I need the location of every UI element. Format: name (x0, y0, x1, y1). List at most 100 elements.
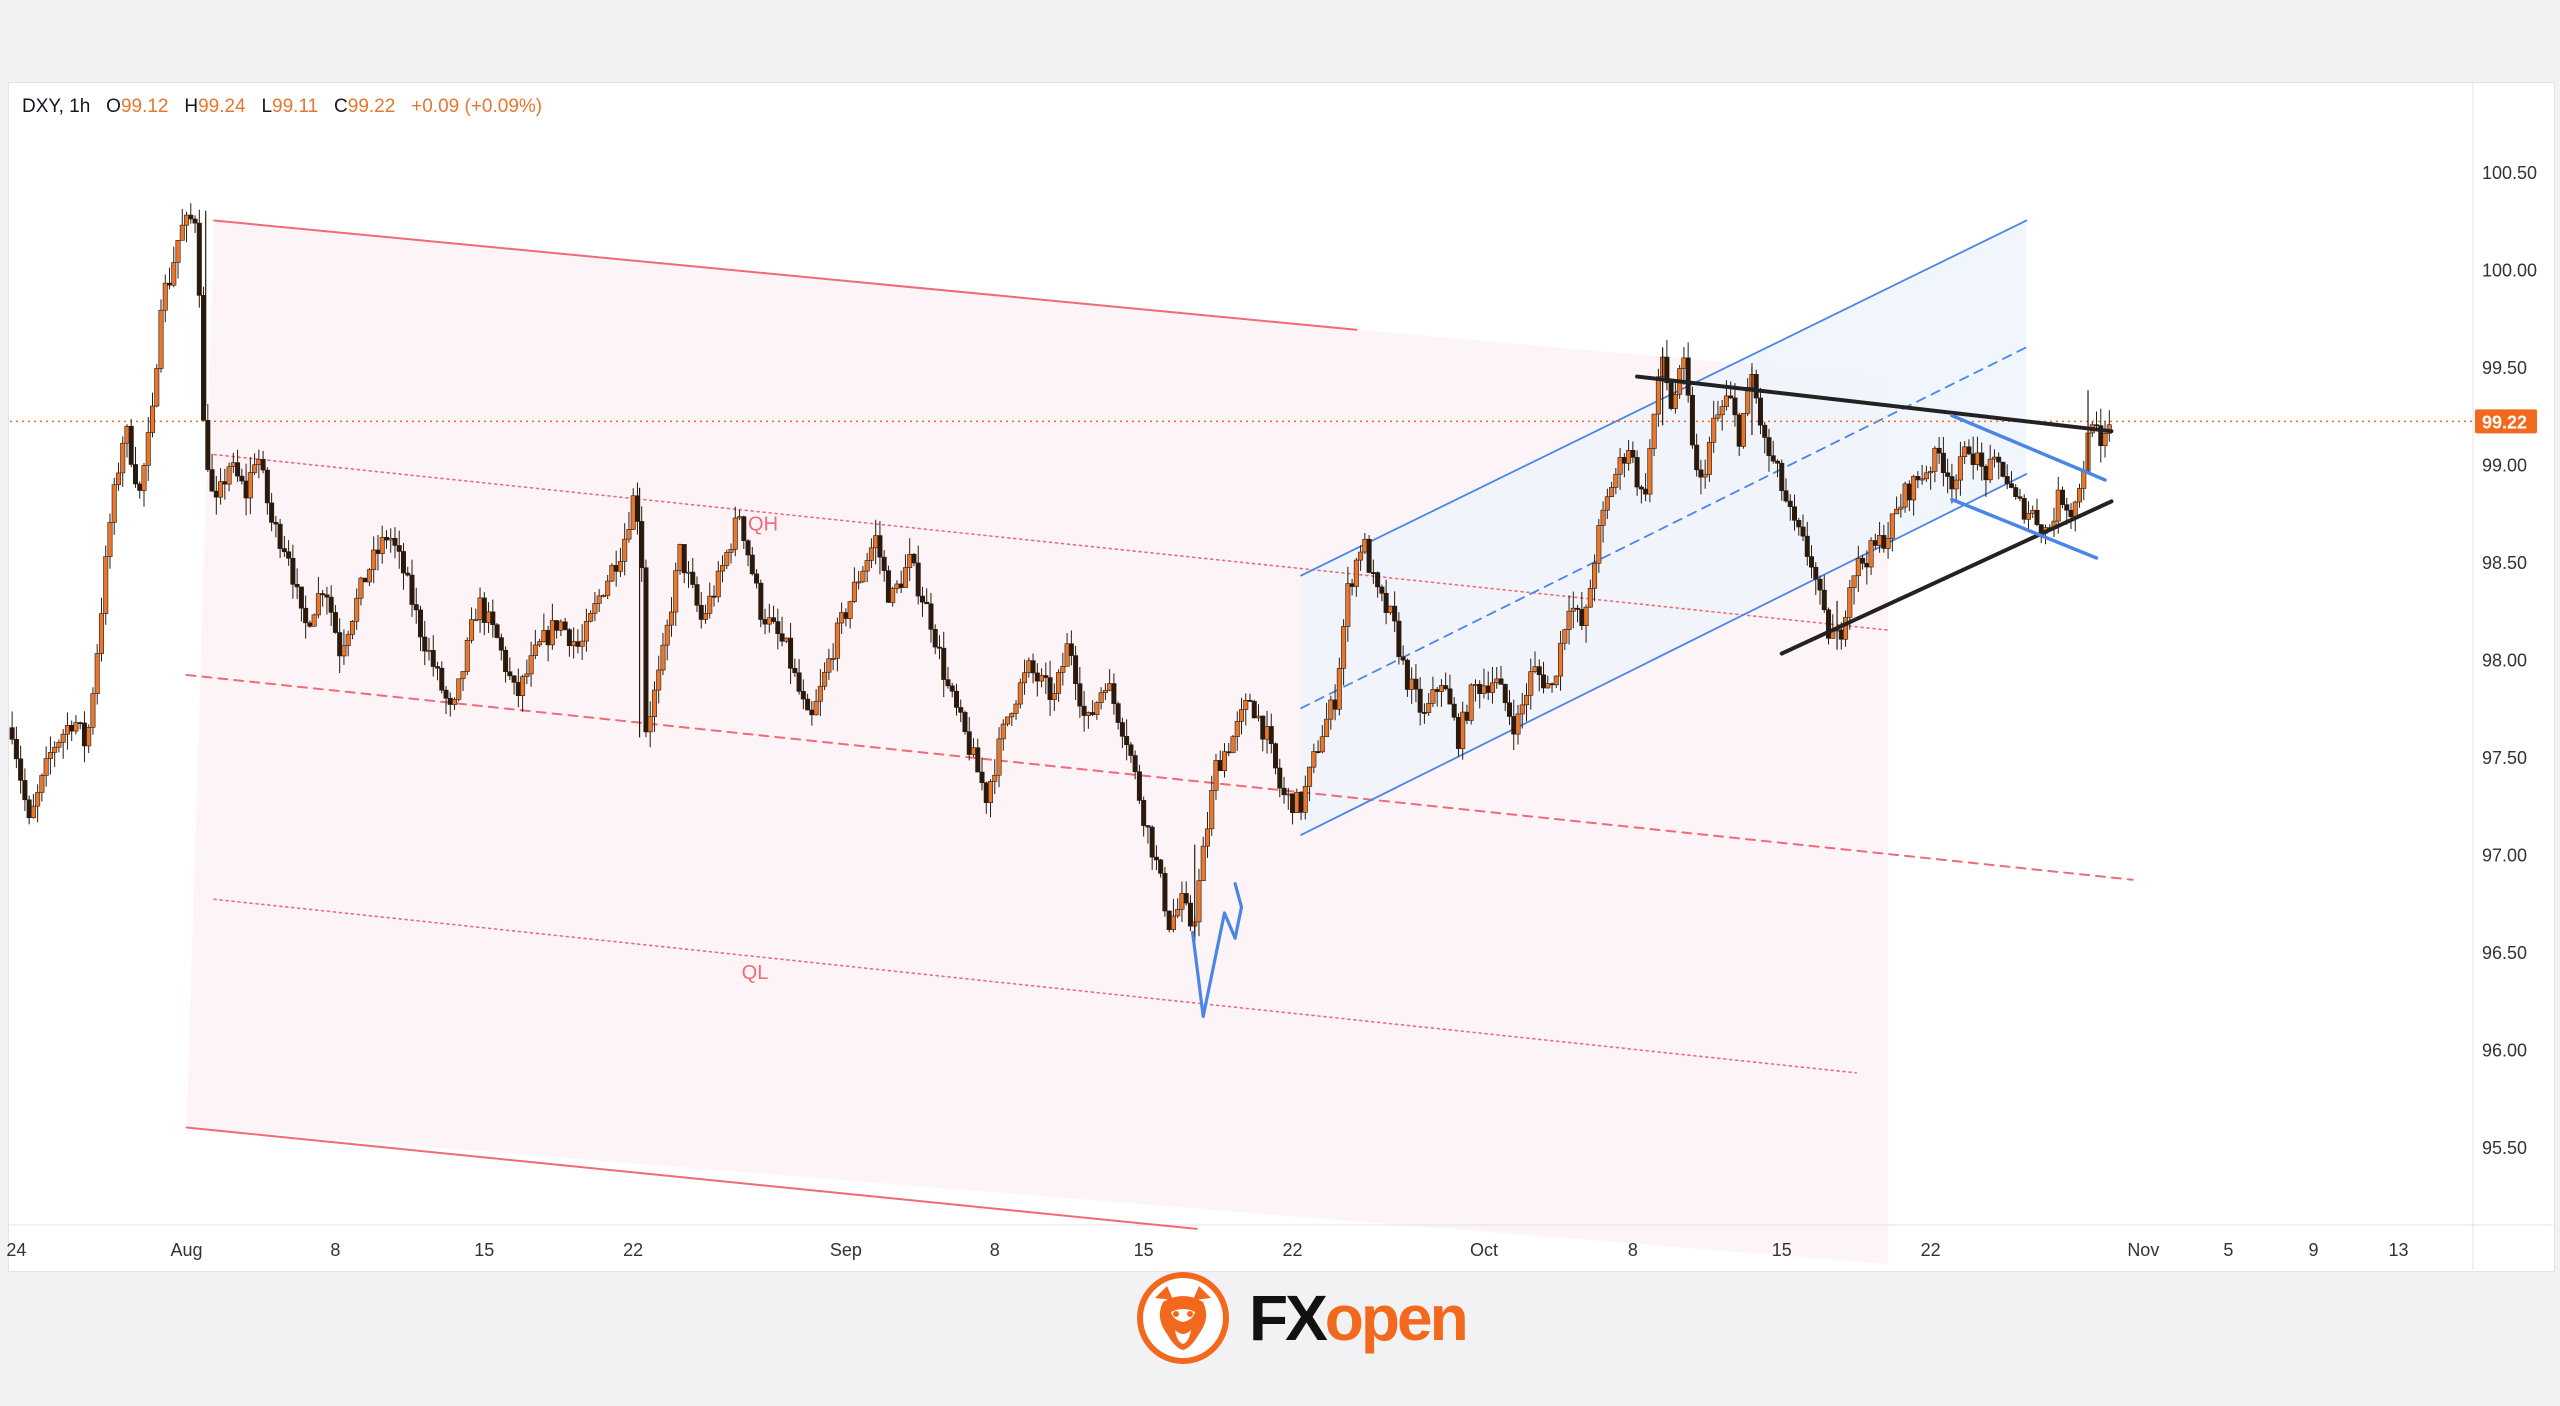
bounce-arrow (1201, 882, 1244, 1018)
candle-body (902, 567, 908, 588)
candle-body (1124, 736, 1130, 746)
brand[interactable]: FXopen (1133, 1268, 1469, 1368)
candle-body (1668, 382, 1674, 409)
candle-body (1204, 828, 1210, 847)
candle-body (1898, 506, 1904, 510)
candle-body (1996, 456, 2002, 463)
candle-body (1800, 526, 1806, 537)
candle-body (1256, 715, 1262, 719)
candle-body (1438, 685, 1444, 692)
candle-body (362, 577, 368, 583)
legend-open-value: 99.12 (120, 96, 169, 117)
candle-body (1634, 457, 1640, 488)
candle-body (1877, 535, 1883, 546)
black-support-line (1779, 499, 2114, 656)
candle-body (1711, 417, 1717, 443)
flag-top-line (1950, 413, 2107, 482)
candle-body (1239, 709, 1245, 722)
candle-body (834, 622, 840, 659)
candle-body (1302, 786, 1308, 813)
candle-body (775, 621, 781, 635)
candle-body (873, 535, 879, 549)
candle-body (413, 604, 419, 611)
footer (0, 1272, 2560, 1406)
candle-body (1396, 620, 1402, 658)
candle-body (1128, 744, 1134, 756)
candle-body (218, 481, 224, 498)
candle-body (2017, 496, 2023, 499)
candle-body (724, 552, 730, 566)
candle-body (1213, 760, 1219, 791)
brand-name: FXopen (1249, 1286, 1469, 1350)
candle-body (1732, 397, 1738, 416)
candle-body (651, 689, 657, 717)
candle-body (1553, 675, 1559, 686)
candle-body (1809, 556, 1815, 568)
candle-body (783, 637, 789, 642)
candle-body (447, 697, 453, 705)
candle-body (281, 548, 287, 553)
candle-body (1855, 557, 1861, 577)
candle-body (392, 537, 398, 546)
candle-body (13, 739, 19, 760)
candle-body (1013, 703, 1019, 714)
candle-body (1468, 684, 1474, 721)
x-tick-label: Sep (830, 1240, 862, 1260)
candle-body (520, 676, 526, 696)
candle-body (1536, 666, 1542, 676)
candle-body (737, 516, 743, 519)
candle-body (992, 774, 998, 782)
candle-body (1404, 659, 1410, 690)
y-tick-label: 99.00 (2482, 455, 2527, 475)
candle-body (1273, 743, 1279, 769)
candle-body (1549, 683, 1555, 686)
candle-body (426, 650, 432, 652)
candle-body (128, 425, 134, 465)
candle-body (915, 562, 921, 597)
candle-body (1945, 472, 1951, 477)
candle-body (1787, 500, 1793, 508)
candle-body (64, 725, 70, 735)
candle-body (1583, 606, 1589, 626)
candle-body (417, 609, 423, 638)
annotation-ql: QL (742, 962, 769, 984)
candle-body (566, 629, 572, 646)
x-tick-label: 22 (623, 1240, 643, 1260)
candle-body (1094, 702, 1100, 715)
x-tick-label: Oct (1470, 1240, 1498, 1260)
candle-body (1175, 909, 1181, 917)
candle-body (1400, 656, 1406, 661)
candle-body (728, 549, 734, 553)
candle-body (532, 644, 538, 656)
candle-body (1770, 455, 1776, 462)
legend-low-value: 99.11 (272, 96, 319, 117)
candle-body (1064, 643, 1070, 667)
x-tick-label: 8 (990, 1240, 1000, 1260)
candle-body (860, 570, 866, 583)
candle-body (958, 707, 964, 713)
candle-body (490, 611, 496, 626)
candle-body (1894, 508, 1900, 515)
candle-body (983, 782, 989, 803)
ql-line (213, 898, 1857, 1074)
candle-body (1328, 699, 1334, 720)
y-tick-label: 98.50 (2482, 553, 2527, 573)
candle-body (1740, 413, 1746, 447)
candle-body (1366, 538, 1372, 573)
candle-body (1043, 675, 1049, 678)
candle-body (1762, 424, 1768, 438)
candle-body (1221, 751, 1227, 771)
candle-body (1451, 703, 1457, 718)
candle-body (1630, 450, 1636, 458)
candle-body (1294, 791, 1300, 813)
candle-body (1919, 478, 1925, 481)
candle-body (856, 581, 862, 584)
x-tick-label: 22 (1921, 1240, 1941, 1260)
candle-body (1736, 414, 1742, 447)
candle-body (1621, 457, 1627, 464)
candle-body (1881, 535, 1887, 549)
candle-body (1375, 572, 1381, 588)
candle-body (796, 672, 802, 692)
candle-body (839, 612, 845, 624)
